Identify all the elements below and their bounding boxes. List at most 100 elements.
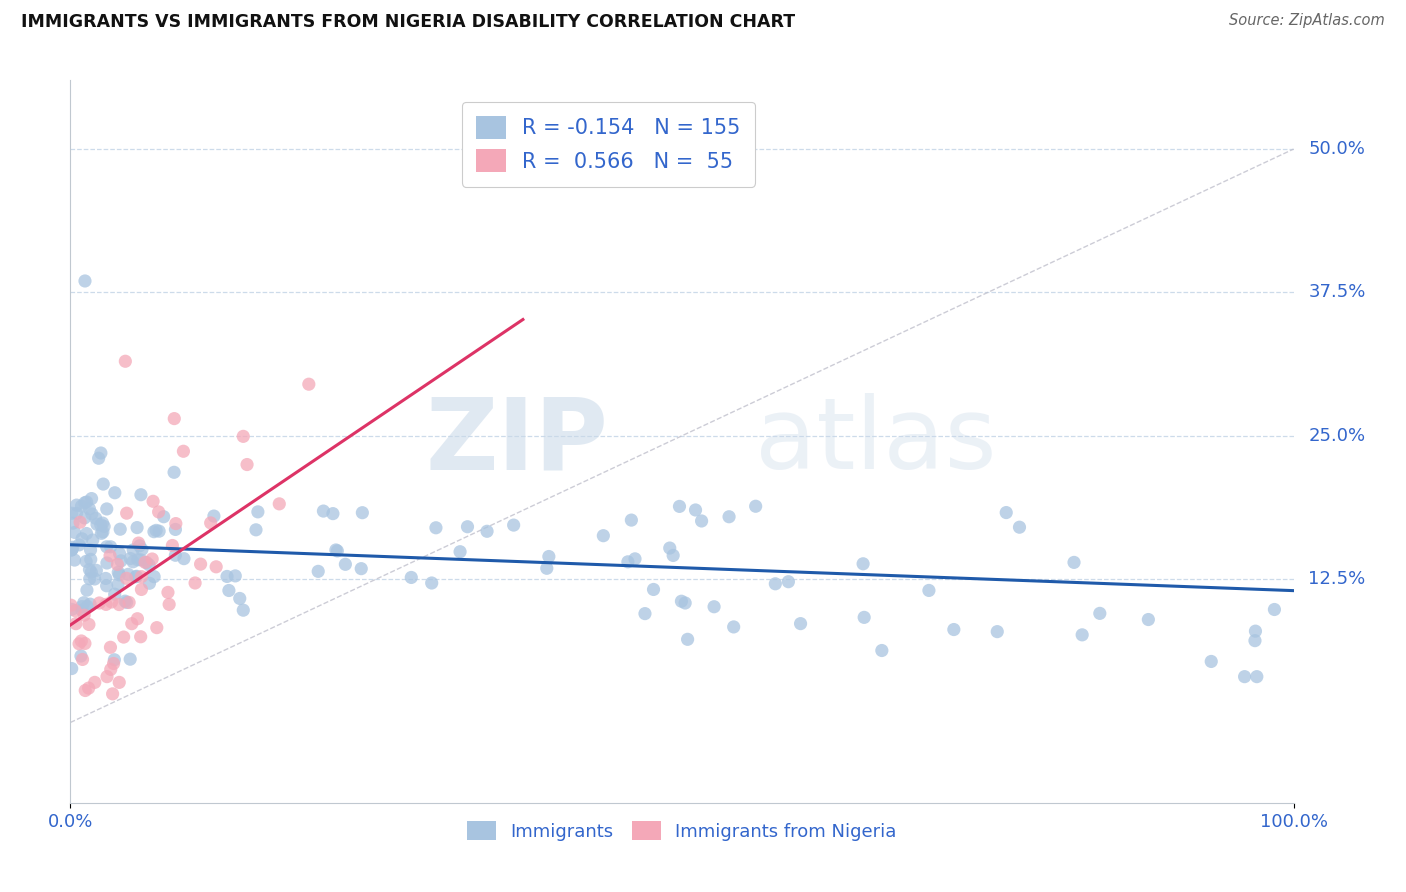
Point xyxy=(77,617,100,632)
Point xyxy=(80,507,103,521)
Point xyxy=(120,551,142,566)
Point xyxy=(73,608,96,623)
Point xyxy=(401,570,423,584)
Point xyxy=(163,411,186,425)
Text: 12.5%: 12.5% xyxy=(1308,570,1365,588)
Point xyxy=(138,576,160,591)
Point xyxy=(75,683,97,698)
Point xyxy=(1246,670,1268,684)
Point xyxy=(63,553,86,567)
Point xyxy=(120,652,142,666)
Point xyxy=(100,540,122,554)
Point xyxy=(93,519,115,533)
Point xyxy=(1244,624,1267,639)
Point xyxy=(59,598,82,612)
Point xyxy=(718,509,741,524)
Point xyxy=(986,624,1008,639)
Point xyxy=(685,503,707,517)
Point xyxy=(114,594,136,608)
Point xyxy=(125,569,148,583)
Point xyxy=(70,648,93,663)
Point xyxy=(620,513,643,527)
Point xyxy=(129,553,152,567)
Point xyxy=(668,500,690,514)
Point xyxy=(70,634,93,648)
Point xyxy=(352,506,374,520)
Point xyxy=(326,544,349,558)
Point xyxy=(307,565,329,579)
Point xyxy=(1088,607,1111,621)
Point xyxy=(86,517,108,532)
Point xyxy=(79,542,101,557)
Point xyxy=(62,541,84,555)
Point xyxy=(108,547,131,561)
Point xyxy=(90,517,112,532)
Point xyxy=(107,558,129,572)
Point xyxy=(173,551,195,566)
Point xyxy=(69,515,91,529)
Point xyxy=(103,657,125,671)
Point xyxy=(79,501,101,516)
Point xyxy=(475,524,498,539)
Point xyxy=(232,603,254,617)
Point xyxy=(77,681,100,695)
Point xyxy=(172,444,194,458)
Point xyxy=(536,561,558,575)
Point xyxy=(853,610,876,624)
Point xyxy=(73,496,96,510)
Point xyxy=(134,555,156,569)
Point xyxy=(163,465,186,479)
Point xyxy=(115,595,138,609)
Point xyxy=(65,498,87,512)
Point xyxy=(269,497,291,511)
Point xyxy=(1233,670,1256,684)
Point xyxy=(152,509,174,524)
Point xyxy=(245,523,267,537)
Point xyxy=(1199,655,1222,669)
Point xyxy=(325,543,347,558)
Point xyxy=(312,504,335,518)
Point xyxy=(156,585,179,599)
Point xyxy=(76,599,98,614)
Point xyxy=(73,596,96,610)
Point xyxy=(662,549,685,563)
Point xyxy=(107,577,129,591)
Point xyxy=(763,576,786,591)
Point xyxy=(70,603,93,617)
Point xyxy=(80,491,103,506)
Point xyxy=(190,557,212,571)
Point xyxy=(108,675,131,690)
Point xyxy=(62,516,84,531)
Point xyxy=(76,526,98,541)
Point xyxy=(942,623,965,637)
Point xyxy=(79,563,101,577)
Point xyxy=(60,602,83,616)
Point xyxy=(91,516,114,530)
Point xyxy=(63,525,86,540)
Point xyxy=(84,511,107,525)
Point xyxy=(115,506,138,520)
Point xyxy=(218,583,240,598)
Point xyxy=(60,661,83,675)
Point xyxy=(80,552,103,566)
Point xyxy=(1244,633,1267,648)
Point xyxy=(322,507,344,521)
Point xyxy=(73,636,96,650)
Point xyxy=(789,616,811,631)
Point xyxy=(60,542,83,557)
Point xyxy=(98,549,121,563)
Point xyxy=(65,507,87,521)
Point xyxy=(89,596,111,610)
Point xyxy=(76,495,98,509)
Point xyxy=(72,652,94,666)
Point xyxy=(202,509,225,524)
Point xyxy=(502,518,524,533)
Point xyxy=(420,576,443,591)
Point xyxy=(131,569,153,583)
Point xyxy=(141,552,163,566)
Point xyxy=(995,506,1018,520)
Point xyxy=(76,583,98,598)
Point xyxy=(200,516,222,530)
Point xyxy=(1063,555,1085,569)
Point xyxy=(79,597,101,611)
